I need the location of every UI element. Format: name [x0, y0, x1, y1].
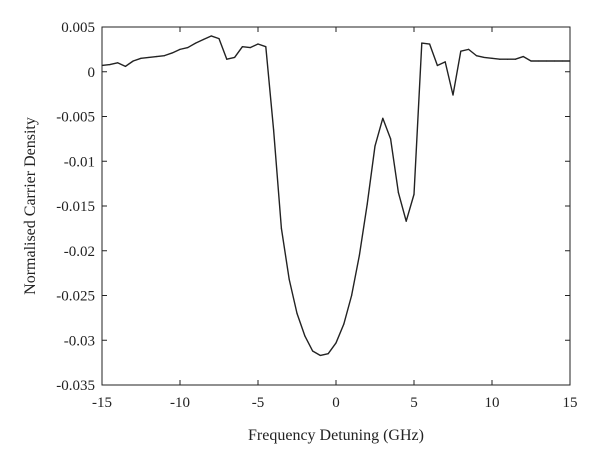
data-point — [296, 312, 298, 314]
y-tick-label: -0.015 — [56, 199, 95, 215]
x-tick-label: -5 — [252, 395, 265, 411]
data-point — [374, 145, 376, 147]
data-point — [507, 58, 509, 60]
data-point — [304, 335, 306, 337]
data-point — [163, 55, 165, 57]
data-point — [273, 129, 275, 131]
x-tick-label: 0 — [332, 395, 340, 411]
data-point — [249, 46, 251, 49]
y-tick-label: -0.035 — [56, 378, 95, 394]
data-point — [405, 220, 407, 222]
data-point — [522, 55, 524, 58]
data-point — [117, 62, 119, 64]
data-point — [546, 60, 548, 62]
data-point — [436, 64, 438, 67]
data-point — [265, 46, 267, 48]
data-point — [421, 42, 423, 44]
data-point — [397, 191, 399, 194]
x-tick-label: -10 — [170, 395, 190, 411]
data-point — [218, 38, 220, 40]
y-axis-label: Normalised Carrier Density — [22, 117, 39, 295]
data-point — [124, 65, 126, 67]
x-tick-label: -15 — [92, 395, 112, 411]
data-point — [444, 61, 446, 63]
data-point — [514, 58, 517, 60]
data-point — [335, 342, 337, 344]
data-point — [366, 203, 368, 205]
data-point — [171, 52, 173, 54]
x-axis-tick-labels: -15 -10 -5 0 5 10 15 — [92, 395, 578, 411]
y-tick-label: -0.03 — [64, 333, 95, 349]
y-axis-ticks — [102, 26, 570, 386]
data-point — [210, 35, 212, 37]
data-point — [327, 353, 329, 355]
data-point — [358, 254, 360, 256]
data-point — [452, 94, 454, 96]
data-point — [538, 60, 540, 62]
data-point — [530, 60, 532, 62]
y-tick-label: -0.02 — [64, 244, 95, 260]
data-point — [499, 58, 501, 60]
data-point — [156, 55, 158, 58]
data-point — [351, 294, 353, 297]
data-point — [483, 56, 485, 59]
data-point — [319, 354, 321, 357]
data-point — [491, 57, 493, 59]
x-tick-label: 10 — [485, 395, 500, 411]
data-point — [109, 63, 111, 66]
data-point — [475, 55, 477, 57]
data-point — [257, 43, 259, 45]
data-point — [179, 48, 181, 50]
data-point — [140, 57, 142, 59]
data-point — [382, 117, 384, 119]
data-point — [101, 64, 103, 67]
data-point — [429, 43, 431, 45]
data-point — [202, 38, 204, 41]
data-point — [234, 56, 236, 59]
data-point — [390, 138, 392, 140]
data-point — [468, 48, 470, 50]
data-point — [569, 60, 571, 62]
y-axis-tick-labels: 0.005 0 -0.005 -0.01 -0.015 -0.02 -0.025 -0.03 -… — [56, 20, 95, 394]
plot-area — [101, 26, 571, 386]
data-point — [312, 350, 314, 352]
data-point — [288, 278, 290, 280]
x-tick-label: 5 — [410, 395, 418, 411]
data-point — [241, 46, 243, 48]
y-tick-label: -0.005 — [56, 110, 95, 126]
data-point — [460, 50, 462, 52]
data-points — [101, 35, 571, 357]
y-tick-label: 0 — [88, 65, 96, 81]
x-tick-label: 15 — [563, 395, 578, 411]
data-point — [148, 56, 150, 59]
data-point — [561, 60, 563, 62]
data-point — [553, 60, 556, 62]
x-axis-ticks — [101, 27, 571, 385]
y-tick-label: 0.005 — [61, 20, 95, 36]
data-point — [226, 58, 228, 60]
data-point — [132, 60, 134, 62]
data-point — [343, 323, 345, 325]
data-point — [187, 46, 189, 49]
data-point — [195, 42, 197, 44]
x-axis-label: Frequency Detuning (GHz) — [248, 427, 424, 444]
y-tick-label: -0.025 — [56, 289, 95, 305]
y-tick-label: -0.01 — [64, 154, 95, 170]
data-point — [413, 193, 415, 195]
data-point — [280, 227, 282, 229]
